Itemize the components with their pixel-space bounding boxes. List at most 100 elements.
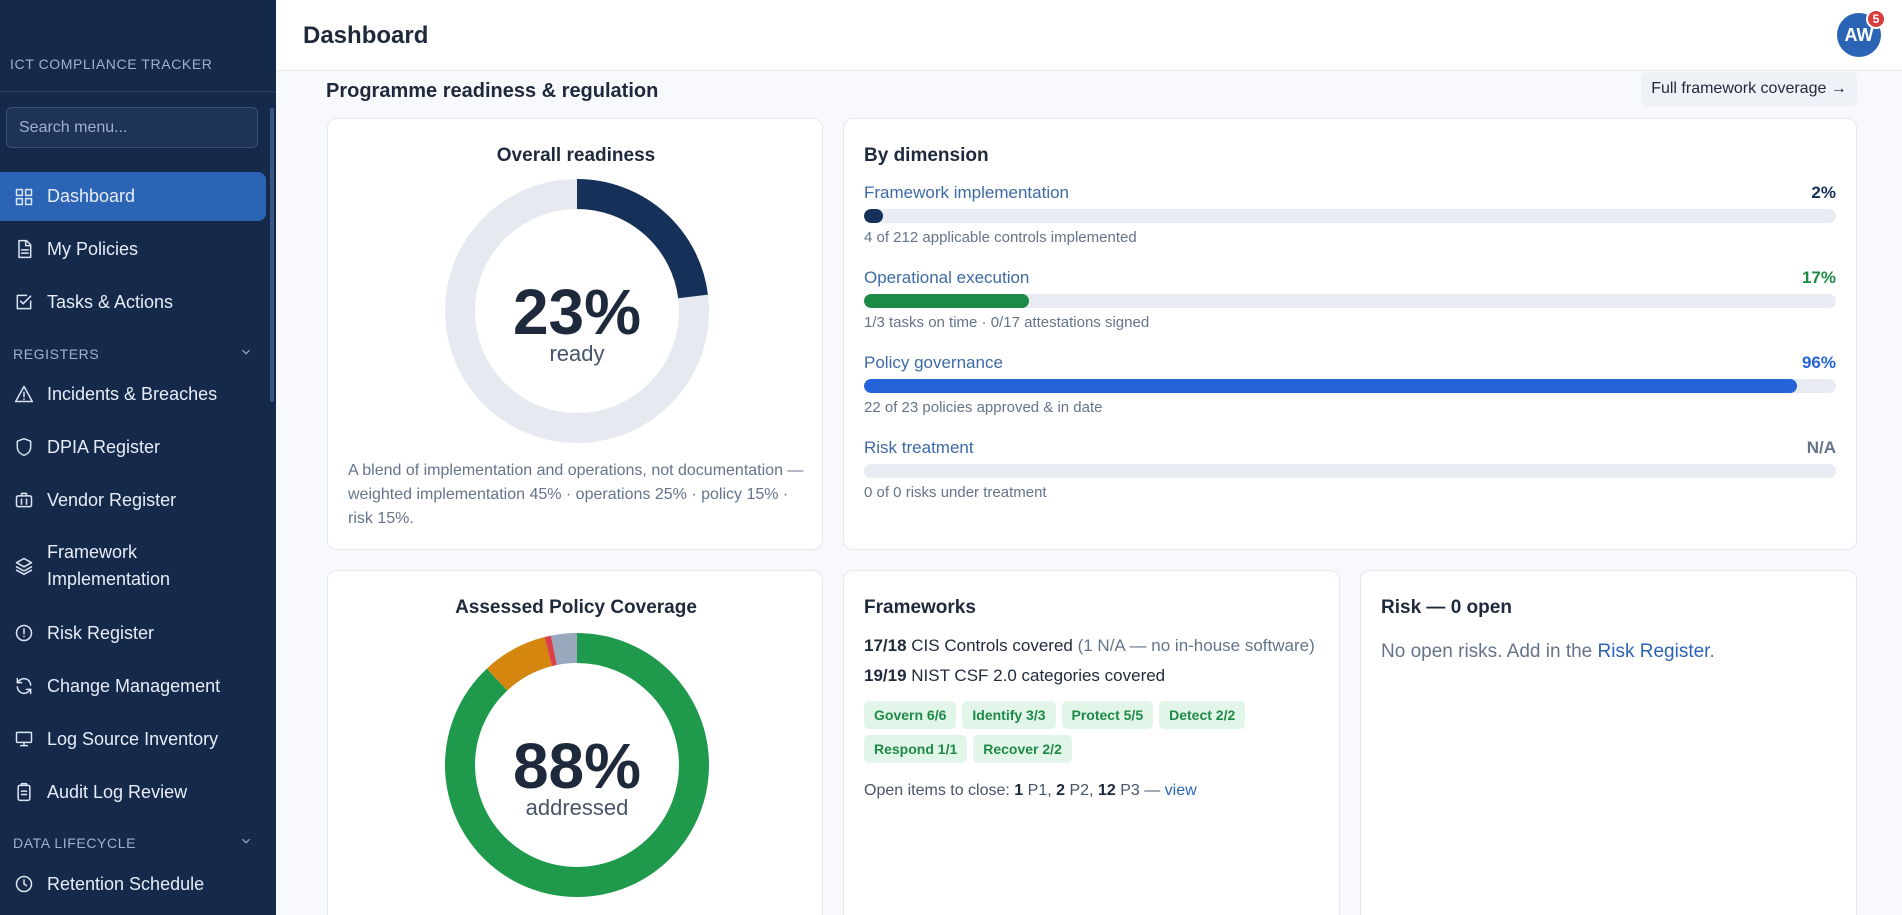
sidebar-item-label: Risk Register (47, 622, 155, 643)
sidebar-item-label: Retention Schedule (47, 873, 205, 894)
dimension-label[interactable]: Policy governance (864, 353, 1003, 372)
sidebar: ICT COMPLIANCE TRACKER Dashboard My Poli… (0, 0, 276, 915)
readiness-value: 23% (512, 276, 642, 348)
nist-text: NIST CSF 2.0 categories covered (911, 666, 1166, 685)
sidebar-item-dashboard[interactable]: Dashboard (0, 172, 266, 221)
sidebar-item-my-policies[interactable]: My Policies (0, 238, 266, 260)
warning-icon (13, 383, 35, 405)
sidebar-item-change[interactable]: Change Management (0, 675, 266, 697)
sidebar-item-vendor[interactable]: Vendor Register (0, 489, 266, 511)
clock-icon (13, 873, 35, 895)
dimension-progress-bar (864, 209, 1836, 223)
dimension-percent: 96% (1801, 353, 1836, 372)
page-title: Dashboard (303, 22, 429, 49)
by-dimension-card: By dimension Framework implementation 2% 4… (843, 118, 1857, 550)
card-title: Overall readiness (496, 145, 656, 166)
sidebar-item-tasks[interactable]: Tasks & Actions (0, 291, 266, 313)
coverage-center: 88% addressed (445, 730, 709, 820)
tag-detect: Detect 2/2 (1159, 701, 1246, 729)
tag-protect: Protect 5/5 (1061, 701, 1154, 729)
dimension-label[interactable]: Risk treatment (864, 438, 974, 457)
clipboard-icon (13, 781, 35, 803)
readiness-donut (445, 179, 709, 443)
card-title: Frameworks (864, 597, 976, 618)
dimension-detail: 22 of 23 policies approved & in date (864, 399, 1103, 416)
view-open-items-link[interactable]: view (1164, 782, 1197, 799)
tag-govern: Govern 6/6 (864, 701, 957, 729)
coverage-sub: addressed (525, 795, 629, 820)
readiness-note: A blend of implementation and operations… (348, 462, 804, 527)
readiness-center: 23% ready (445, 276, 709, 366)
sidebar-scrollbar[interactable] (270, 108, 274, 402)
sidebar-item-risk[interactable]: Risk Register (0, 622, 266, 644)
tag-respond: Respond 1/1 (864, 735, 968, 763)
section-registers[interactable]: REGISTERS (13, 345, 253, 362)
top-header: Dashboard AW 5 (276, 0, 1902, 71)
risk-card: Risk — 0 open No open risks. Add in the … (1360, 570, 1857, 915)
dimension-head: Framework implementation 2% (864, 183, 1836, 203)
p1-count: 1 (1014, 782, 1024, 799)
nist-function-tags: Govern 6/6 Identify 3/3 Protect 5/5 Dete… (864, 701, 1324, 763)
sidebar-item-label: Tasks & Actions (47, 291, 174, 312)
risk-empty-suffix: . (1709, 641, 1715, 662)
risk-empty-message: No open risks. Add in the Risk Register. (1381, 641, 1715, 663)
dimension-progress-bar (864, 379, 1836, 393)
sidebar-item-retention[interactable]: Retention Schedule (0, 873, 266, 895)
risk-register-link[interactable]: Risk Register (1597, 641, 1710, 662)
frameworks-card: Frameworks 17/18 CIS Controls covered (1… (843, 570, 1340, 915)
risk-empty-text: No open risks. Add in the (1381, 641, 1593, 662)
overall-readiness-card: Overall readiness 23% ready A blend of i… (327, 118, 823, 550)
section-label: REGISTERS (13, 345, 100, 362)
dimension-row: Operational execution 17% 1/3 tasks on tim… (864, 268, 1836, 331)
sidebar-item-label: DPIA Register (47, 436, 161, 457)
dimension-progress-bar (864, 464, 1836, 478)
readiness-arc (445, 179, 709, 443)
dimension-head: Operational execution 17% (864, 268, 1836, 288)
sidebar-item-log-source[interactable]: Log Source Inventory (0, 728, 266, 750)
dimension-progress-fill (864, 294, 1030, 308)
alert-circle-icon (13, 622, 35, 644)
cis-text: CIS Controls covered (911, 636, 1073, 655)
dimension-label[interactable]: Operational execution (864, 268, 1030, 287)
dimension-detail: 0 of 0 risks under treatment (864, 484, 1047, 501)
layers-icon (13, 555, 35, 577)
sidebar-item-dpia[interactable]: DPIA Register (0, 436, 266, 458)
dimension-percent: 17% (1801, 268, 1836, 287)
coverage-segment-3 (445, 633, 709, 897)
card-title: By dimension (864, 145, 989, 166)
search-menu-input[interactable] (6, 107, 258, 148)
avatar[interactable]: AW (1837, 13, 1881, 57)
sidebar-item-incidents[interactable]: Incidents & Breaches (0, 383, 266, 405)
full-framework-coverage-button[interactable]: Full framework coverage → (1641, 72, 1857, 106)
nist-count: 19/19 (864, 666, 907, 685)
card-title: Risk — 0 open (1381, 597, 1512, 618)
sidebar-item-audit-log[interactable]: Audit Log Review (0, 781, 266, 803)
readiness-sub: ready (549, 341, 605, 366)
dimension-row: Policy governance 96% 22 of 23 policies ap… (864, 353, 1836, 416)
nist-coverage-line: 19/19 NIST CSF 2.0 categories covered (864, 666, 1165, 686)
dimension-head: Policy governance 96% (864, 353, 1836, 373)
sidebar-item-framework[interactable]: Framework Implementation (0, 539, 266, 593)
dimension-progress-fill (864, 379, 1798, 393)
refresh-icon (13, 675, 35, 697)
p3-count: 12 (1097, 782, 1116, 799)
dimension-detail: 4 of 212 applicable controls implemented (864, 229, 1137, 246)
dimension-label[interactable]: Framework implementation (864, 183, 1070, 202)
sidebar-divider (0, 91, 276, 92)
cis-count: 17/18 (864, 636, 907, 655)
dimension-progress-bar (864, 294, 1836, 308)
dimension-percent: N/A (1806, 438, 1836, 457)
sidebar-item-label: Change Management (47, 675, 221, 696)
open-items-line: Open items to close: 1 P1, 2 P2, 12 P3 —… (864, 782, 1197, 800)
card-title: Assessed Policy Coverage (455, 597, 697, 618)
sidebar-item-label: Incidents & Breaches (47, 383, 218, 404)
sidebar-item-label: Framework Implementation (47, 539, 170, 593)
coverage-value: 88% (512, 730, 642, 802)
checkbox-icon (13, 291, 35, 313)
shield-icon (13, 436, 35, 458)
section-data-lifecycle[interactable]: DATA LIFECYCLE (13, 834, 253, 851)
dimension-row: Framework implementation 2% 4 of 212 appli… (864, 183, 1836, 246)
section-label: DATA LIFECYCLE (13, 834, 137, 851)
cis-note: (1 N/A — no in-house software) (1077, 636, 1315, 655)
p3-label: P3 — (1120, 782, 1161, 799)
